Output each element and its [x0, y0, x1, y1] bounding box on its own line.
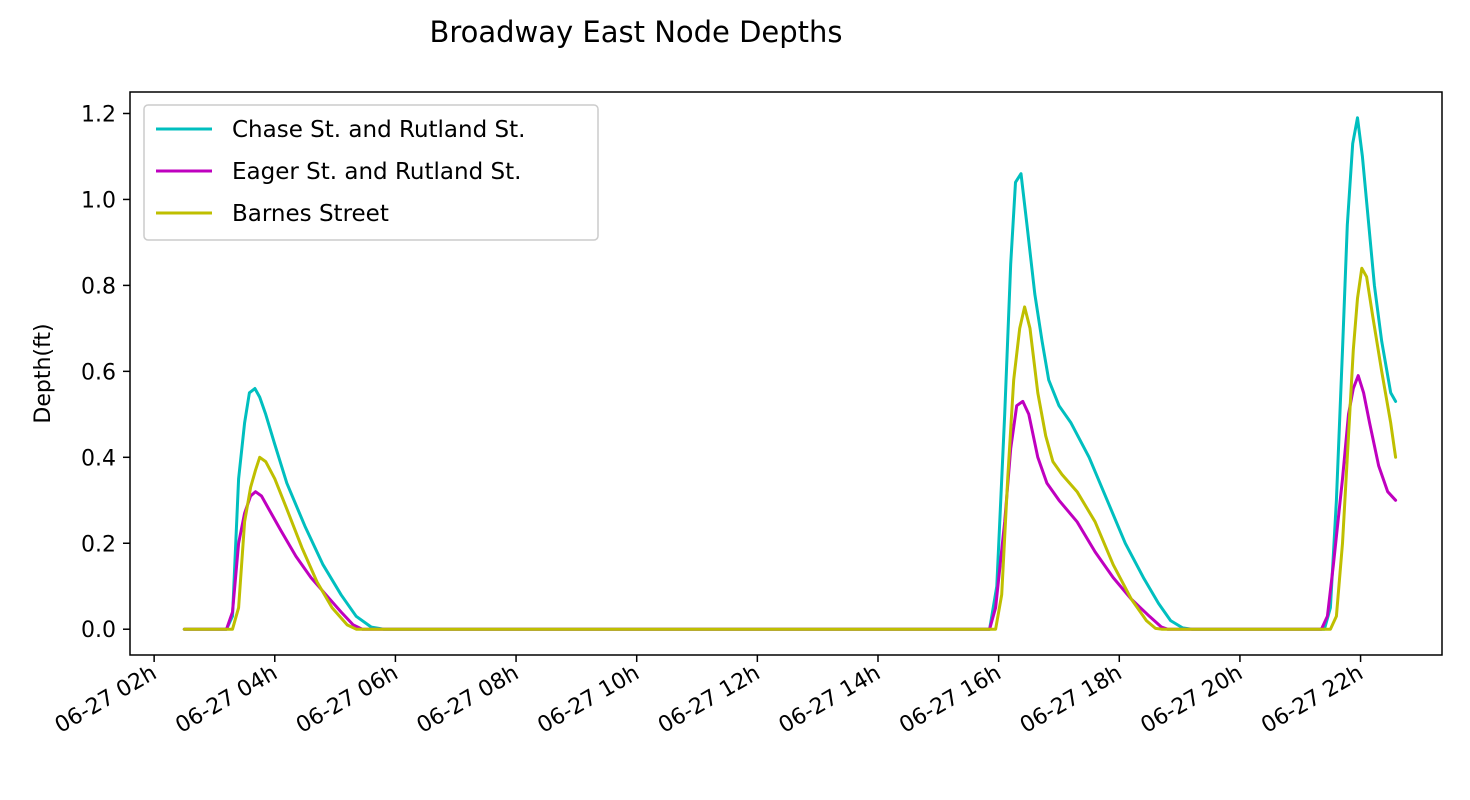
x-axis: 06-27 02h 06-27 04h 06-27 06h 06-27 08h 06-2… — [51, 655, 1368, 739]
legend-label: Eager St. and Rutland St. — [232, 159, 521, 185]
legend-label: Chase St. and Rutland St. — [232, 117, 525, 143]
y-tick-label: 1.0 — [81, 188, 116, 213]
series-layer — [182, 116, 1398, 631]
legend-label: Barnes Street — [232, 201, 389, 227]
series-line-3 — [182, 266, 1398, 631]
x-tick-label: 06-27 10h — [533, 661, 643, 739]
y-tick-label: 1.2 — [81, 102, 116, 127]
y-tick-label: 0.8 — [81, 274, 116, 299]
y-axis: 0.0 0.2 0.4 0.6 0.8 1.0 1.2 — [81, 102, 130, 643]
y-tick-label: 0.0 — [81, 618, 116, 643]
plot-frame — [129, 91, 1443, 656]
chart-title: Broadway East Node Depths — [429, 15, 842, 49]
y-tick-label: 0.2 — [81, 532, 116, 557]
legend: Chase St. and Rutland St. Eager St. and R… — [143, 104, 599, 241]
x-tick-label: 06-27 08h — [413, 661, 523, 739]
y-tick-label: 0.6 — [81, 360, 116, 385]
x-tick-label: 06-27 18h — [1016, 661, 1126, 739]
x-tick-label: 06-27 02h — [51, 661, 161, 739]
x-tick-label: 06-27 06h — [292, 661, 402, 739]
series-line-2 — [182, 374, 1398, 631]
x-tick-label: 06-27 04h — [172, 661, 282, 739]
series-line-1 — [182, 116, 1398, 631]
plot-area — [129, 91, 1443, 656]
x-tick-label: 06-27 14h — [775, 661, 885, 739]
legend-box — [143, 104, 599, 241]
x-tick-label: 06-27 16h — [895, 661, 1005, 739]
x-tick-label: 06-27 22h — [1257, 661, 1367, 739]
y-tick-label: 0.4 — [81, 446, 116, 471]
x-tick-label: 06-27 12h — [654, 661, 764, 739]
y-axis-label: Depth(ft) — [31, 323, 56, 423]
x-tick-label: 06-27 20h — [1137, 661, 1247, 739]
